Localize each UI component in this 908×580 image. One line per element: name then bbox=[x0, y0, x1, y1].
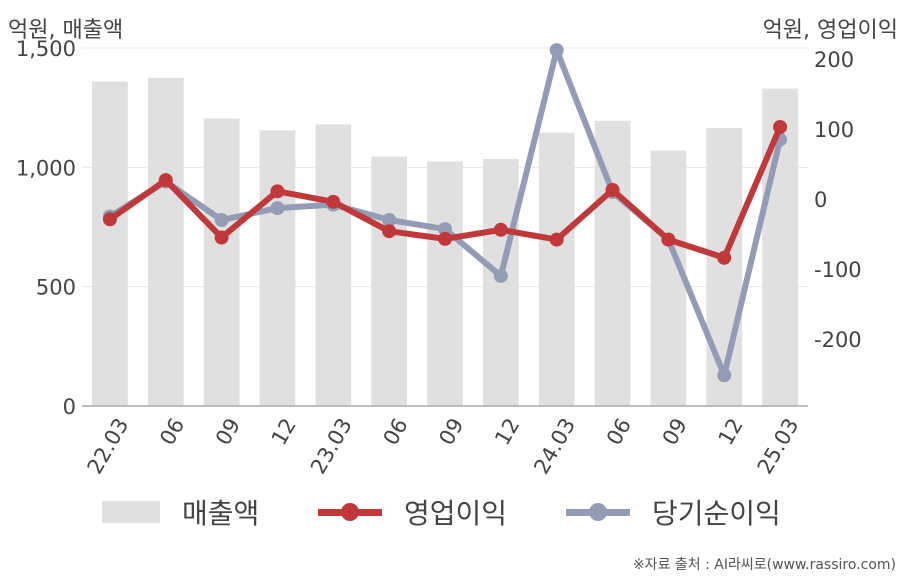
operating-profit-point-11 bbox=[717, 250, 732, 265]
x-tick-label: 12 bbox=[267, 414, 301, 449]
x-tick-label: 25.03 bbox=[753, 414, 804, 478]
right-tick-label: -100 bbox=[814, 258, 862, 282]
bar-series bbox=[92, 77, 798, 406]
operating-profit-point-5 bbox=[382, 224, 397, 239]
x-tick-label: 22.03 bbox=[83, 414, 134, 478]
operating-profit-point-4 bbox=[326, 194, 341, 209]
operating-profit-point-2 bbox=[214, 230, 229, 245]
bar-10 bbox=[650, 150, 687, 406]
operating-profit-point-0 bbox=[102, 212, 117, 227]
right-axis-ticks: -200 -100 0 100 200 bbox=[814, 48, 862, 352]
x-tick-label: 24.03 bbox=[529, 414, 580, 478]
right-tick-label: 200 bbox=[814, 48, 854, 72]
left-axis-unit: 억원, 매출액 bbox=[8, 18, 124, 43]
operating-profit-point-7 bbox=[493, 222, 508, 237]
operating-profit-point-9 bbox=[605, 182, 620, 197]
legend-label-operating-profit: 영업이익 bbox=[404, 497, 508, 530]
chart-canvas: 0 500 1,000 1,500 -200 -100 0 100 200 22.03 06 09… bbox=[16, 37, 862, 478]
x-tick-label: 09 bbox=[658, 414, 692, 449]
legend: 매출액 영업이익 당기순이익 bbox=[0, 492, 908, 536]
x-tick-label: 09 bbox=[434, 414, 468, 449]
operating-profit-point-12 bbox=[773, 120, 788, 135]
bar-8 bbox=[538, 132, 575, 406]
x-tick-label: 23.03 bbox=[306, 414, 357, 478]
legend-label-net-income: 당기순이익 bbox=[652, 497, 781, 530]
left-tick-label: 1,000 bbox=[16, 156, 76, 180]
operating-profit-point-6 bbox=[438, 231, 452, 246]
operating-profit-point-10 bbox=[661, 232, 676, 247]
legend-swatch-operating-profit bbox=[318, 501, 382, 523]
source-note: ※자료 출처 : AI라씨로(www.rassiro.com) bbox=[632, 557, 896, 573]
legend-swatch-sales bbox=[102, 501, 160, 523]
net-income-point-11 bbox=[717, 368, 732, 383]
line-series bbox=[102, 43, 788, 383]
x-tick-label: 06 bbox=[602, 414, 636, 449]
legend-item-net-income: 당기순이익 bbox=[566, 492, 781, 532]
x-tick-label: 12 bbox=[714, 414, 748, 449]
operating-profit-point-1 bbox=[158, 173, 173, 188]
bar-6 bbox=[427, 161, 463, 406]
bar-5 bbox=[371, 156, 408, 406]
net-income-point-2 bbox=[214, 213, 229, 228]
x-axis-ticks: 22.03 06 09 12 23.03 06 09 12 24.03 06 09 12 25.03 bbox=[83, 414, 804, 478]
bar-4 bbox=[315, 124, 352, 406]
operating-profit-point-8 bbox=[549, 232, 564, 247]
left-tick-label: 0 bbox=[63, 395, 76, 419]
operating-profit-point-3 bbox=[270, 184, 285, 199]
x-tick-label: 06 bbox=[378, 414, 412, 449]
x-tick-label: 12 bbox=[490, 414, 524, 449]
right-tick-label: -200 bbox=[814, 328, 862, 352]
right-axis-unit: 억원, 영업이익 bbox=[762, 18, 898, 43]
left-axis-ticks: 0 500 1,000 1,500 bbox=[16, 37, 76, 419]
bar-3 bbox=[259, 130, 296, 406]
net-income-point-6 bbox=[438, 222, 452, 237]
right-tick-label: 100 bbox=[814, 118, 854, 142]
legend-item-operating-profit: 영업이익 bbox=[318, 492, 507, 532]
left-tick-label: 1,500 bbox=[16, 37, 76, 61]
net-income-point-7 bbox=[493, 268, 508, 283]
x-tick-label: 06 bbox=[155, 414, 189, 449]
bar-11 bbox=[706, 127, 743, 406]
bar-0 bbox=[92, 81, 128, 406]
net-income-point-3 bbox=[270, 201, 285, 216]
net-income-point-8 bbox=[549, 43, 564, 58]
net-income-point-5 bbox=[382, 213, 397, 228]
bar-2 bbox=[203, 118, 240, 406]
right-tick-label: 0 bbox=[814, 188, 827, 212]
x-tick-label: 09 bbox=[211, 414, 245, 449]
legend-swatch-net-income bbox=[566, 501, 630, 523]
left-tick-label: 500 bbox=[36, 276, 76, 300]
legend-label-sales: 매출액 bbox=[182, 497, 260, 530]
bar-1 bbox=[147, 77, 184, 406]
legend-item-sales: 매출액 bbox=[102, 492, 259, 532]
